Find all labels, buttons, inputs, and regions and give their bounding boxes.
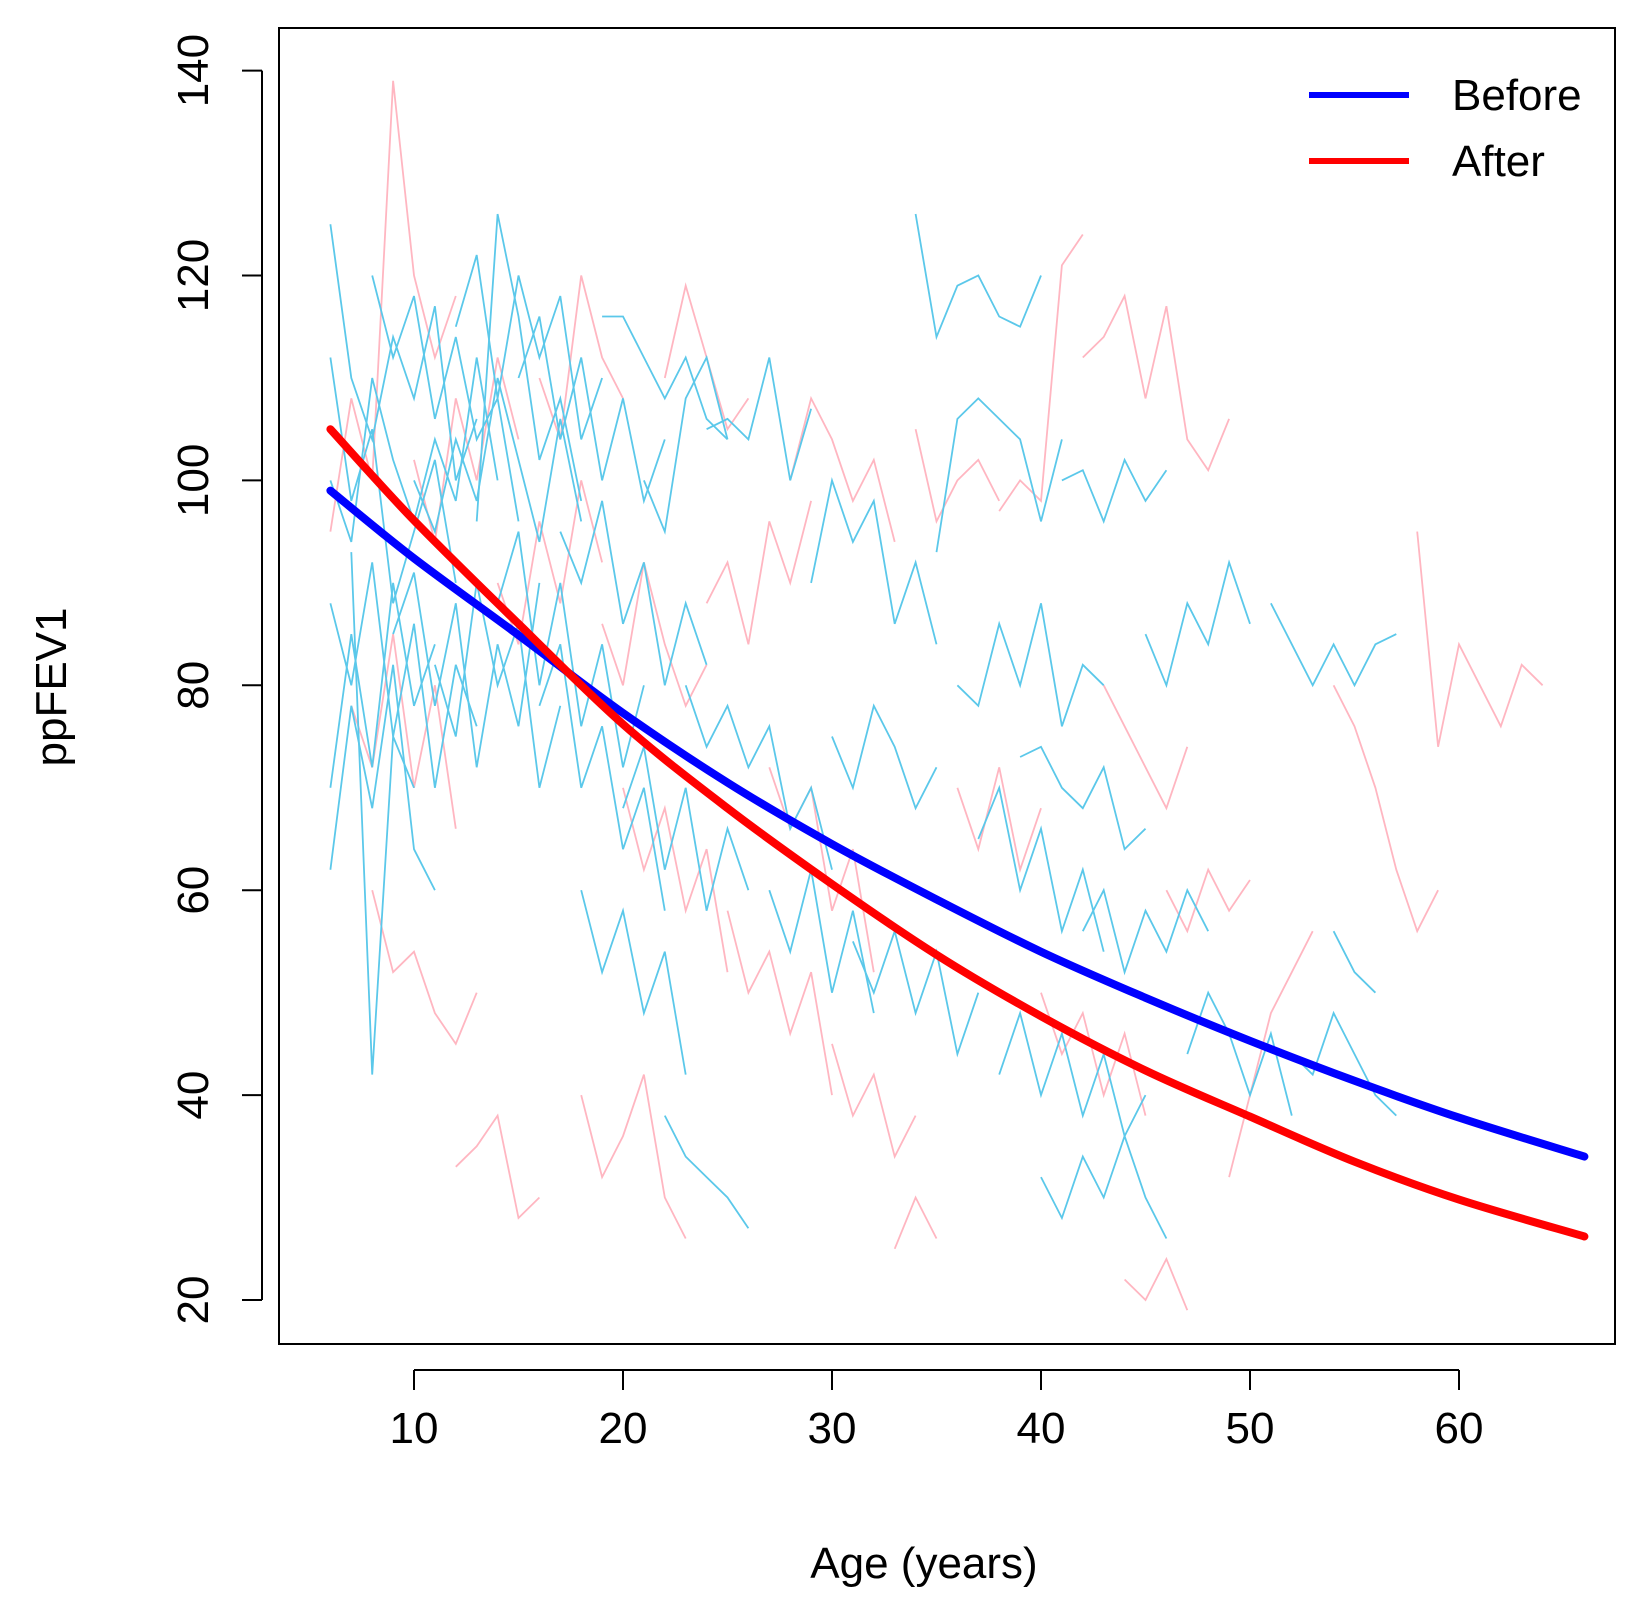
before-trajectory-31 [977, 784, 1105, 952]
before-trajectory-15 [538, 644, 666, 911]
legend-after-label: After [1452, 137, 1545, 186]
x-axis-label: Age (years) [810, 1539, 1037, 1588]
before-trajectory-33 [1019, 745, 1147, 851]
after-trajectory-11 [705, 500, 812, 645]
x-tick-label-20: 20 [599, 1404, 648, 1453]
after-trajectory-23 [1123, 1256, 1189, 1311]
before-trajectory-17 [580, 889, 687, 1075]
before-trajectory-27 [852, 928, 980, 1058]
before-trajectory-9 [413, 377, 583, 543]
before-trajectory-23 [706, 357, 812, 481]
before-fit-line [326, 486, 1589, 1161]
after-trajectory-22 [1102, 684, 1189, 811]
before-trajectory-35 [1061, 457, 1168, 524]
y-axis-label: ppFEV1 [27, 608, 76, 767]
before-trajectory-7 [371, 275, 520, 522]
legend: Before After [1309, 71, 1582, 186]
after-trajectory-15 [831, 1043, 917, 1160]
x-tick-label-50: 50 [1226, 1404, 1275, 1453]
after-trajectory-20 [1040, 992, 1147, 1116]
before-trajectory-11 [454, 254, 603, 440]
before-trajectory-21 [663, 1115, 750, 1229]
before-trajectory-36 [1081, 887, 1210, 976]
x-tick-label-40: 40 [1017, 1404, 1066, 1453]
after-trajectory-12 [726, 910, 833, 1096]
after-trajectory-27 [1416, 531, 1544, 747]
before-trajectory-40 [1291, 1010, 1397, 1117]
before-trajectory-13 [496, 531, 645, 768]
after-trajectory-14 [789, 395, 896, 543]
before-trajectory-26 [831, 703, 938, 811]
after-trajectory-8 [601, 562, 708, 709]
before-trajectory-14 [517, 316, 666, 505]
legend-before-label: Before [1452, 71, 1582, 120]
after-trajectory-9 [622, 787, 729, 973]
before-trajectory-20 [643, 354, 729, 535]
after-trajectory-26 [1332, 684, 1439, 934]
after-trajectory-0 [329, 80, 457, 532]
before-trajectory-6 [329, 664, 436, 891]
y-tick-label-20: 20 [169, 1276, 218, 1325]
before-trajectory-34 [1040, 1133, 1168, 1239]
y-tick-label-140: 140 [169, 34, 218, 107]
y-tick-label-100: 100 [169, 444, 218, 517]
before-trajectory-25 [810, 476, 938, 645]
before-trajectory-28 [914, 213, 1042, 341]
before-trajectory-18 [602, 315, 729, 441]
after-trajectory-7 [580, 1074, 687, 1239]
before-trajectory-41 [1332, 930, 1377, 994]
before-trajectory-37 [1144, 559, 1251, 689]
before-trajectory-12 [475, 213, 583, 522]
after-fit-line [326, 425, 1589, 1241]
before-trajectory-32 [998, 1009, 1147, 1139]
y-tick-label-60: 60 [169, 866, 218, 915]
before-trajectory-39 [1270, 602, 1397, 688]
before-trajectory-10 [434, 582, 562, 789]
x-tick-label-10: 10 [390, 1404, 439, 1453]
plot-frame [278, 27, 1616, 1345]
after-trajectory-3 [413, 357, 520, 543]
axes: 10 20 30 40 50 60 20 40 60 80 100 120 140 [169, 34, 1483, 1453]
x-tick-label-60: 60 [1435, 1404, 1484, 1453]
after-trajectory-19 [998, 233, 1084, 512]
before-trajectory-22 [684, 685, 833, 870]
before-trajectory-3 [329, 582, 436, 788]
before-trajectory-16 [559, 500, 708, 686]
before-trajectory-0 [329, 357, 457, 604]
after-trajectory-25 [1228, 930, 1314, 1178]
after-trajectory-24 [1165, 867, 1251, 934]
y-tick-label-120: 120 [169, 239, 218, 312]
after-trajectory-16 [893, 1195, 938, 1250]
before-trajectory-24 [768, 869, 875, 1014]
after-trajectory-4 [455, 1113, 541, 1220]
after-trajectory-18 [956, 767, 1042, 874]
fitted-curves [326, 425, 1589, 1241]
before-trajectory-2 [329, 562, 478, 788]
x-tick-label-30: 30 [808, 1404, 857, 1453]
after-trajectory-17 [914, 429, 1001, 525]
after-trajectory-1 [350, 633, 457, 829]
before-trajectory-29 [935, 397, 1063, 553]
y-tick-label-40: 40 [169, 1071, 218, 1120]
individual-trajectories [329, 80, 1544, 1311]
after-trajectory-2 [371, 889, 478, 1046]
after-trajectory-13 [768, 767, 875, 973]
before-trajectory-8 [392, 572, 541, 768]
y-tick-label-80: 80 [169, 661, 218, 710]
before-trajectory-30 [956, 603, 1105, 727]
after-trajectory-21 [1082, 293, 1230, 473]
